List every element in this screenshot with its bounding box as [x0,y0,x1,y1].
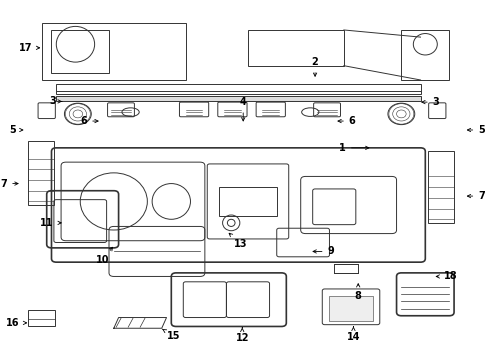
Text: 7: 7 [467,191,484,201]
Text: 13: 13 [229,233,247,249]
Bar [28,310,55,327]
Text: 4: 4 [239,97,246,121]
Bar [427,152,453,223]
Text: 14: 14 [346,327,360,342]
Text: 12: 12 [235,328,248,343]
Text: 3: 3 [421,97,439,107]
Bar [219,187,276,216]
Text: 17: 17 [19,43,40,53]
Text: 11: 11 [40,218,61,228]
Bar [401,30,448,80]
Bar [27,141,54,205]
Text: 5: 5 [467,125,484,135]
Text: 3: 3 [49,96,62,107]
Text: 18: 18 [435,271,456,282]
Text: 15: 15 [162,329,181,342]
Text: 8: 8 [354,284,361,301]
Bar [56,96,420,102]
Text: 1: 1 [339,143,368,153]
Bar [334,264,358,273]
Bar [56,84,420,94]
Bar [329,296,372,321]
Bar [42,23,185,80]
Text: 6: 6 [337,116,355,126]
Text: 2: 2 [311,57,318,76]
Bar [51,30,109,73]
Text: 10: 10 [96,247,112,265]
Text: 9: 9 [312,247,334,256]
Bar [247,30,343,66]
Text: 6: 6 [81,116,98,126]
Text: 5: 5 [9,125,23,135]
Text: 7: 7 [0,179,18,189]
Text: 16: 16 [6,318,26,328]
